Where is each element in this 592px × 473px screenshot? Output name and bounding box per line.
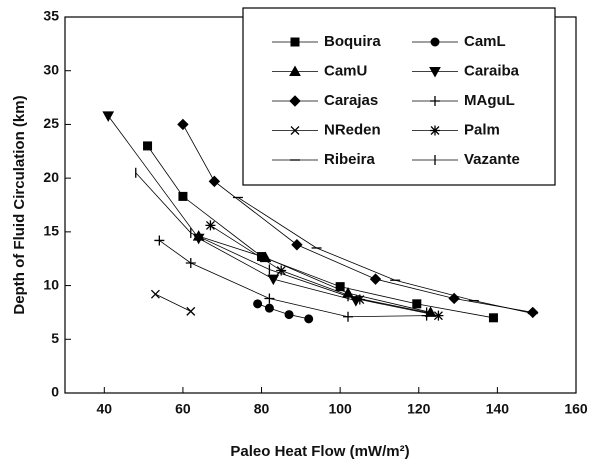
y-tick-label: 35	[43, 8, 59, 24]
marker	[289, 95, 301, 107]
marker	[354, 294, 365, 305]
legend-label: CamU	[324, 62, 367, 79]
series-line	[147, 145, 494, 319]
marker	[430, 37, 440, 47]
series-line	[257, 303, 309, 320]
series-line	[182, 124, 533, 313]
marker	[369, 273, 382, 285]
legend-label: CamL	[464, 33, 506, 50]
x-tick-label: 160	[564, 401, 588, 417]
series-line	[210, 225, 439, 317]
marker	[290, 37, 300, 47]
marker	[527, 306, 539, 319]
marker	[186, 306, 196, 316]
marker	[289, 65, 301, 76]
marker	[259, 251, 272, 263]
y-tick-label: 0	[51, 384, 59, 400]
marker	[192, 233, 205, 245]
y-tick-label: 10	[43, 276, 59, 292]
legend-label: Vazante	[464, 151, 520, 168]
marker	[178, 191, 188, 201]
x-tick-label: 120	[407, 401, 431, 417]
y-axis-label: Depth of Fluid Circulation (km)	[11, 95, 28, 314]
marker	[264, 293, 275, 304]
marker	[102, 111, 115, 122]
marker	[430, 96, 440, 106]
marker	[304, 314, 314, 324]
x-tick-label: 100	[328, 401, 352, 417]
marker	[185, 258, 196, 269]
x-tick-label: 40	[97, 401, 113, 417]
marker	[430, 125, 440, 136]
x-tick-label: 80	[254, 401, 270, 417]
series-line	[155, 293, 191, 312]
legend-label: MAguL	[464, 92, 515, 109]
marker	[208, 175, 221, 188]
marker	[143, 141, 153, 151]
marker	[433, 310, 444, 321]
marker	[177, 118, 189, 131]
marker	[276, 265, 287, 276]
marker	[335, 282, 345, 292]
marker	[291, 239, 303, 251]
series-line	[198, 235, 431, 313]
series-line	[107, 115, 356, 301]
marker	[343, 311, 354, 322]
legend-label: Carajas	[324, 92, 378, 109]
x-tick-label: 60	[175, 401, 191, 417]
x-tick-label: 140	[486, 401, 510, 417]
marker	[205, 220, 216, 231]
marker	[412, 299, 422, 309]
legend-label: Palm	[464, 121, 500, 138]
y-tick-label: 20	[43, 169, 59, 185]
legend-label: Caraiba	[464, 62, 520, 79]
y-tick-label: 5	[51, 330, 59, 346]
marker	[264, 303, 274, 313]
marker	[284, 310, 294, 320]
y-tick-label: 15	[43, 223, 59, 239]
marker	[290, 126, 300, 135]
marker	[488, 313, 498, 323]
legend-label: NReden	[324, 121, 381, 138]
marker	[253, 299, 263, 309]
marker	[150, 289, 160, 299]
y-tick-label: 30	[43, 61, 59, 77]
legend-label: Boquira	[324, 33, 381, 50]
y-tick-label: 25	[43, 115, 59, 131]
x-axis-label: Paleo Heat Flow (mW/m²)	[230, 443, 409, 460]
marker	[154, 235, 165, 246]
series-line	[237, 197, 533, 314]
legend-label: Ribeira	[324, 151, 376, 168]
marker	[267, 274, 280, 286]
marker	[429, 67, 441, 78]
